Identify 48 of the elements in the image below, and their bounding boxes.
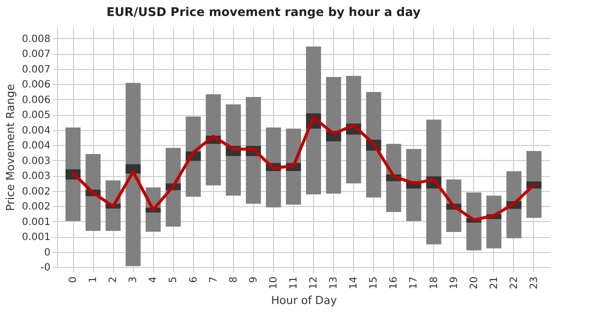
x-tick-label: 15 (368, 276, 380, 290)
x-tick-label: 13 (328, 276, 340, 290)
x-tick-label: 12 (308, 276, 320, 290)
x-tick-label: 10 (268, 276, 280, 290)
x-tick-label: 22 (508, 276, 520, 290)
x-tick-label: 4 (148, 276, 160, 283)
y-tick-label: 0.004 (22, 140, 50, 152)
x-tick-label: 2 (108, 276, 120, 283)
x-tick-label: 14 (348, 276, 360, 290)
x-tick-label: 21 (488, 276, 500, 290)
x-tick-label: 23 (528, 276, 540, 290)
x-tick-label: 7 (208, 276, 220, 283)
y-tick-label: 0.002 (22, 202, 50, 213)
y-tick-label: 0.003 (22, 171, 50, 182)
bar (346, 76, 362, 184)
y-tick-label: 0.001 (22, 232, 50, 244)
bar (126, 82, 141, 266)
x-tick-label: 1 (88, 276, 100, 283)
chart-title: EUR/USD Price movement range by hour a day (106, 5, 421, 19)
y-tick-label: -0 (40, 262, 50, 274)
x-tick-label: 9 (248, 276, 260, 283)
y-axis-title: Price Movement Range (4, 84, 17, 211)
x-tick-label: 8 (228, 276, 240, 283)
x-tick-label: 18 (428, 276, 440, 290)
y-tick-label: 0.003 (22, 156, 50, 167)
x-tick-label: 5 (168, 276, 180, 283)
y-tick-label: 0 (44, 247, 50, 258)
y-tick-label: 0.001 (22, 216, 50, 228)
line-series (72, 116, 536, 222)
x-tick-label: 0 (68, 276, 80, 283)
y-tick-label: 0.006 (22, 80, 50, 91)
x-tick-label: 17 (408, 276, 420, 290)
x-axis-title: Hour of Day (271, 294, 338, 308)
y-tick-label: 0.006 (22, 94, 50, 106)
x-tick-label: 3 (128, 276, 140, 283)
y-tick-label: 0.002 (22, 186, 50, 198)
y-tick-label: 0.008 (22, 34, 50, 45)
x-tick-label: 16 (388, 276, 400, 290)
x-tick-label: 6 (188, 276, 200, 283)
y-tick-label: 0.005 (22, 110, 50, 122)
bar (326, 76, 342, 194)
x-tick-label: 11 (288, 276, 300, 290)
y-tick-label: 0.004 (22, 125, 50, 136)
x-tick-label: 20 (468, 276, 480, 290)
y-tick-label: 0.007 (22, 49, 50, 60)
x-tick-label: 19 (448, 276, 460, 290)
bar (126, 164, 141, 174)
y-tick-label: 0.007 (22, 64, 50, 76)
